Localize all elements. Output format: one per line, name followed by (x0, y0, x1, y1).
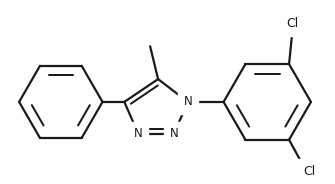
Text: N: N (134, 127, 143, 140)
Text: Cl: Cl (286, 17, 298, 30)
Text: Cl: Cl (303, 164, 315, 178)
Text: N: N (170, 127, 178, 140)
Text: N: N (184, 95, 192, 108)
